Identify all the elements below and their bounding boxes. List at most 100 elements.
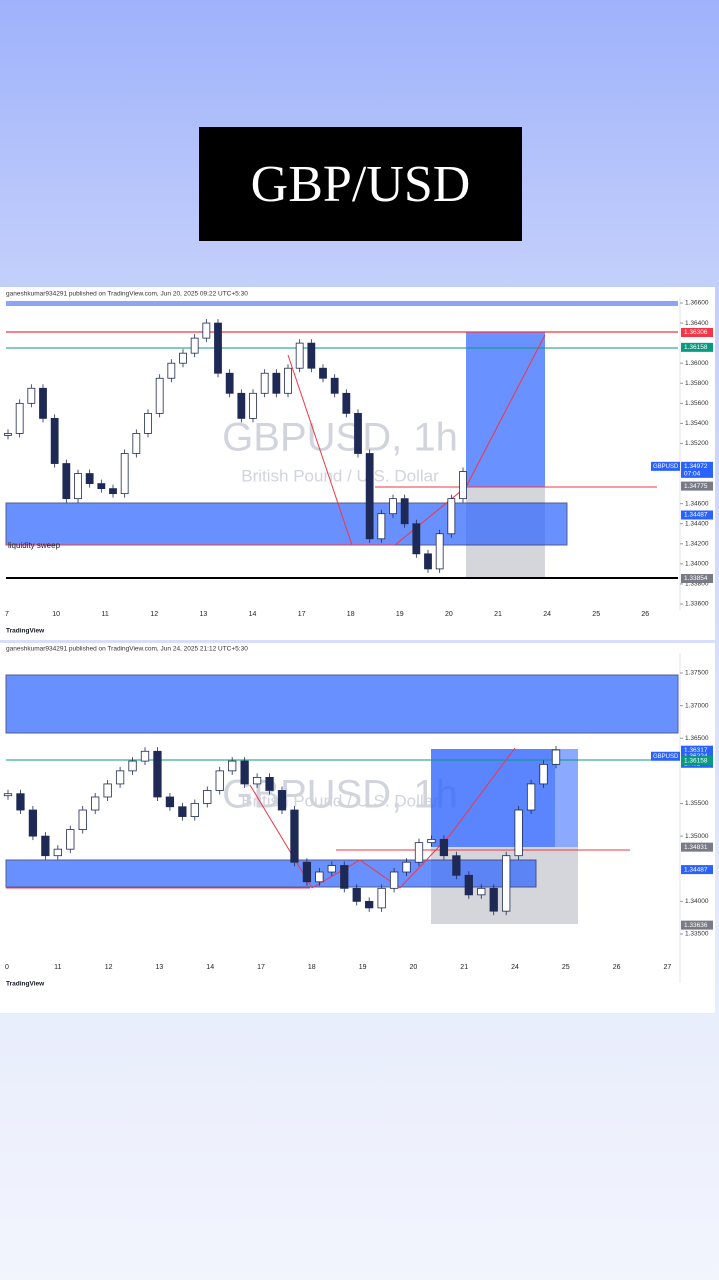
x-tick-label: 17	[257, 964, 265, 971]
demand-zone	[5, 859, 537, 888]
candle	[252, 777, 262, 785]
x-tick-label: 24	[543, 611, 551, 618]
watermark: GBPUSD, 1h	[222, 773, 458, 817]
top-band	[6, 301, 678, 306]
x-tick-label: 11	[54, 964, 61, 971]
y-tick-label: 1.35800	[685, 380, 709, 387]
candle	[167, 362, 176, 379]
candle	[16, 793, 25, 811]
y-tick-label: 1.37000	[685, 702, 709, 709]
x-tick-label: 25	[562, 964, 570, 971]
x-tick-label: 18	[347, 611, 355, 618]
watermark: British Pound / U.S. Dollar	[241, 791, 439, 810]
candle	[85, 473, 94, 485]
y-tick-label: 1.36400	[685, 320, 709, 327]
price-tag	[681, 342, 713, 352]
x-tick-label: 7	[5, 611, 9, 618]
candle	[103, 783, 112, 798]
x-tick-label: 21	[460, 964, 468, 971]
candle	[190, 337, 199, 354]
candle	[295, 342, 304, 369]
x-tick-label: 14	[249, 611, 257, 618]
path-arrow	[287, 334, 546, 546]
price-tag-label: 1.34972	[684, 463, 708, 470]
x-tick-label: 19	[396, 611, 404, 618]
candle	[290, 809, 299, 863]
candle	[459, 471, 467, 500]
candle	[307, 342, 316, 369]
candle	[340, 865, 349, 889]
candle	[439, 838, 449, 857]
candle	[28, 809, 38, 837]
demand-zone	[5, 502, 568, 546]
y-tick-label: 1.34200	[685, 541, 709, 548]
price-tag	[681, 842, 713, 852]
symbol-tag	[651, 751, 680, 761]
candle	[284, 367, 292, 394]
target-zone	[431, 749, 555, 847]
candle	[78, 809, 87, 831]
supply-zone	[5, 674, 679, 734]
candle	[53, 848, 62, 857]
y-tick-label: 1.37500	[685, 670, 709, 677]
candle	[315, 871, 324, 883]
candle	[489, 887, 498, 912]
candle	[115, 770, 125, 785]
candle	[120, 453, 129, 495]
candle	[414, 842, 424, 863]
candle	[214, 322, 222, 374]
y-tick-label: 1.35600	[685, 400, 709, 407]
candle	[402, 861, 411, 873]
candle	[327, 865, 336, 873]
candle	[272, 372, 281, 394]
x-tick-label: 18	[308, 964, 316, 971]
price-tag	[681, 461, 713, 478]
x-tick-label: 20	[445, 611, 453, 618]
y-tick-label: 1.33600	[685, 601, 709, 608]
y-tick-label: 1.34600	[685, 500, 709, 507]
annotation: liquidity sweep	[8, 541, 61, 550]
y-tick-label: 1.35400	[685, 420, 709, 427]
candle	[352, 887, 361, 902]
candle	[4, 433, 12, 436]
candle	[447, 498, 456, 535]
y-tick-label: 1.36500	[685, 735, 709, 742]
x-tick-label: 25	[592, 611, 600, 618]
y-tick-label: 1.35500	[685, 800, 709, 807]
y-tick-label: 1.34000	[685, 561, 709, 568]
x-tick-label: 19	[359, 964, 367, 971]
price-tag-label: 1.34487	[684, 512, 708, 519]
candle	[202, 322, 211, 339]
candle	[249, 392, 257, 419]
candle	[365, 900, 374, 909]
candle	[477, 887, 486, 896]
candle	[74, 473, 82, 500]
x-tick-label: 20	[410, 964, 418, 971]
candle	[203, 790, 212, 804]
candle	[424, 553, 432, 570]
y-tick-label: 1.34400	[685, 520, 709, 527]
candle	[128, 760, 137, 772]
price-tag-label: 1.36158	[684, 344, 708, 351]
x-tick-label: 10	[52, 611, 60, 618]
y-tick-label: 1.35000	[685, 833, 709, 840]
watermark: GBPUSD, 1h	[222, 416, 458, 460]
price-tag-label: 1.36158	[684, 757, 708, 764]
symbol-tag-label: GBPUSD	[653, 754, 679, 760]
price-tag	[681, 865, 713, 875]
price-tag	[681, 745, 713, 755]
candle	[15, 402, 24, 434]
candle	[97, 483, 106, 490]
countdown: 07:04	[684, 471, 701, 478]
symbol-tag	[651, 461, 680, 471]
price-tag	[681, 574, 713, 584]
candle	[389, 498, 397, 515]
x-tick-label: 13	[156, 964, 164, 971]
candle	[551, 749, 561, 765]
x-tick-label: 13	[200, 611, 208, 618]
candle	[178, 806, 187, 817]
price-tag	[681, 920, 713, 930]
price-tag-label: 1.33636	[684, 922, 708, 929]
candle	[435, 533, 444, 570]
